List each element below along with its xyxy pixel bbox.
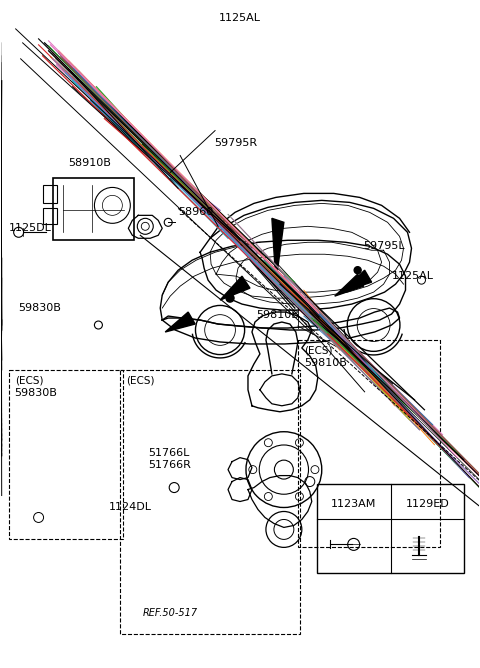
- Text: 59795L: 59795L: [364, 241, 405, 251]
- Text: 1129ED: 1129ED: [406, 498, 449, 508]
- Polygon shape: [272, 218, 284, 282]
- Text: 1125AL: 1125AL: [219, 13, 261, 23]
- Text: 59795R: 59795R: [214, 138, 257, 148]
- Bar: [298, 340, 441, 547]
- Text: 51766L: 51766L: [148, 448, 190, 458]
- Text: REF.50-517: REF.50-517: [142, 608, 197, 618]
- Bar: [52, 178, 134, 240]
- Text: (ECS): (ECS): [15, 376, 43, 386]
- Circle shape: [226, 294, 234, 302]
- Text: 59810B: 59810B: [304, 358, 347, 368]
- Polygon shape: [335, 274, 364, 296]
- Bar: [317, 484, 464, 573]
- Bar: [43, 186, 57, 203]
- Text: 58960: 58960: [178, 207, 214, 217]
- Bar: [9, 370, 123, 539]
- Polygon shape: [220, 276, 250, 300]
- Text: 1125DL: 1125DL: [9, 223, 51, 233]
- Bar: [43, 208, 57, 224]
- Text: (ECS): (ECS): [126, 376, 155, 386]
- Text: 59810B: 59810B: [256, 310, 299, 320]
- Text: (ECS): (ECS): [304, 346, 332, 356]
- Polygon shape: [165, 312, 195, 332]
- Text: 1123AM: 1123AM: [331, 498, 376, 508]
- Text: 59830B: 59830B: [19, 303, 61, 313]
- Text: 1124DL: 1124DL: [108, 502, 151, 512]
- Text: 58910B: 58910B: [69, 158, 111, 168]
- Polygon shape: [342, 270, 372, 292]
- Text: 59830B: 59830B: [15, 388, 58, 398]
- Circle shape: [354, 267, 361, 274]
- Bar: [120, 370, 300, 634]
- Text: 1125AL: 1125AL: [392, 271, 433, 281]
- Text: 51766R: 51766R: [148, 460, 191, 470]
